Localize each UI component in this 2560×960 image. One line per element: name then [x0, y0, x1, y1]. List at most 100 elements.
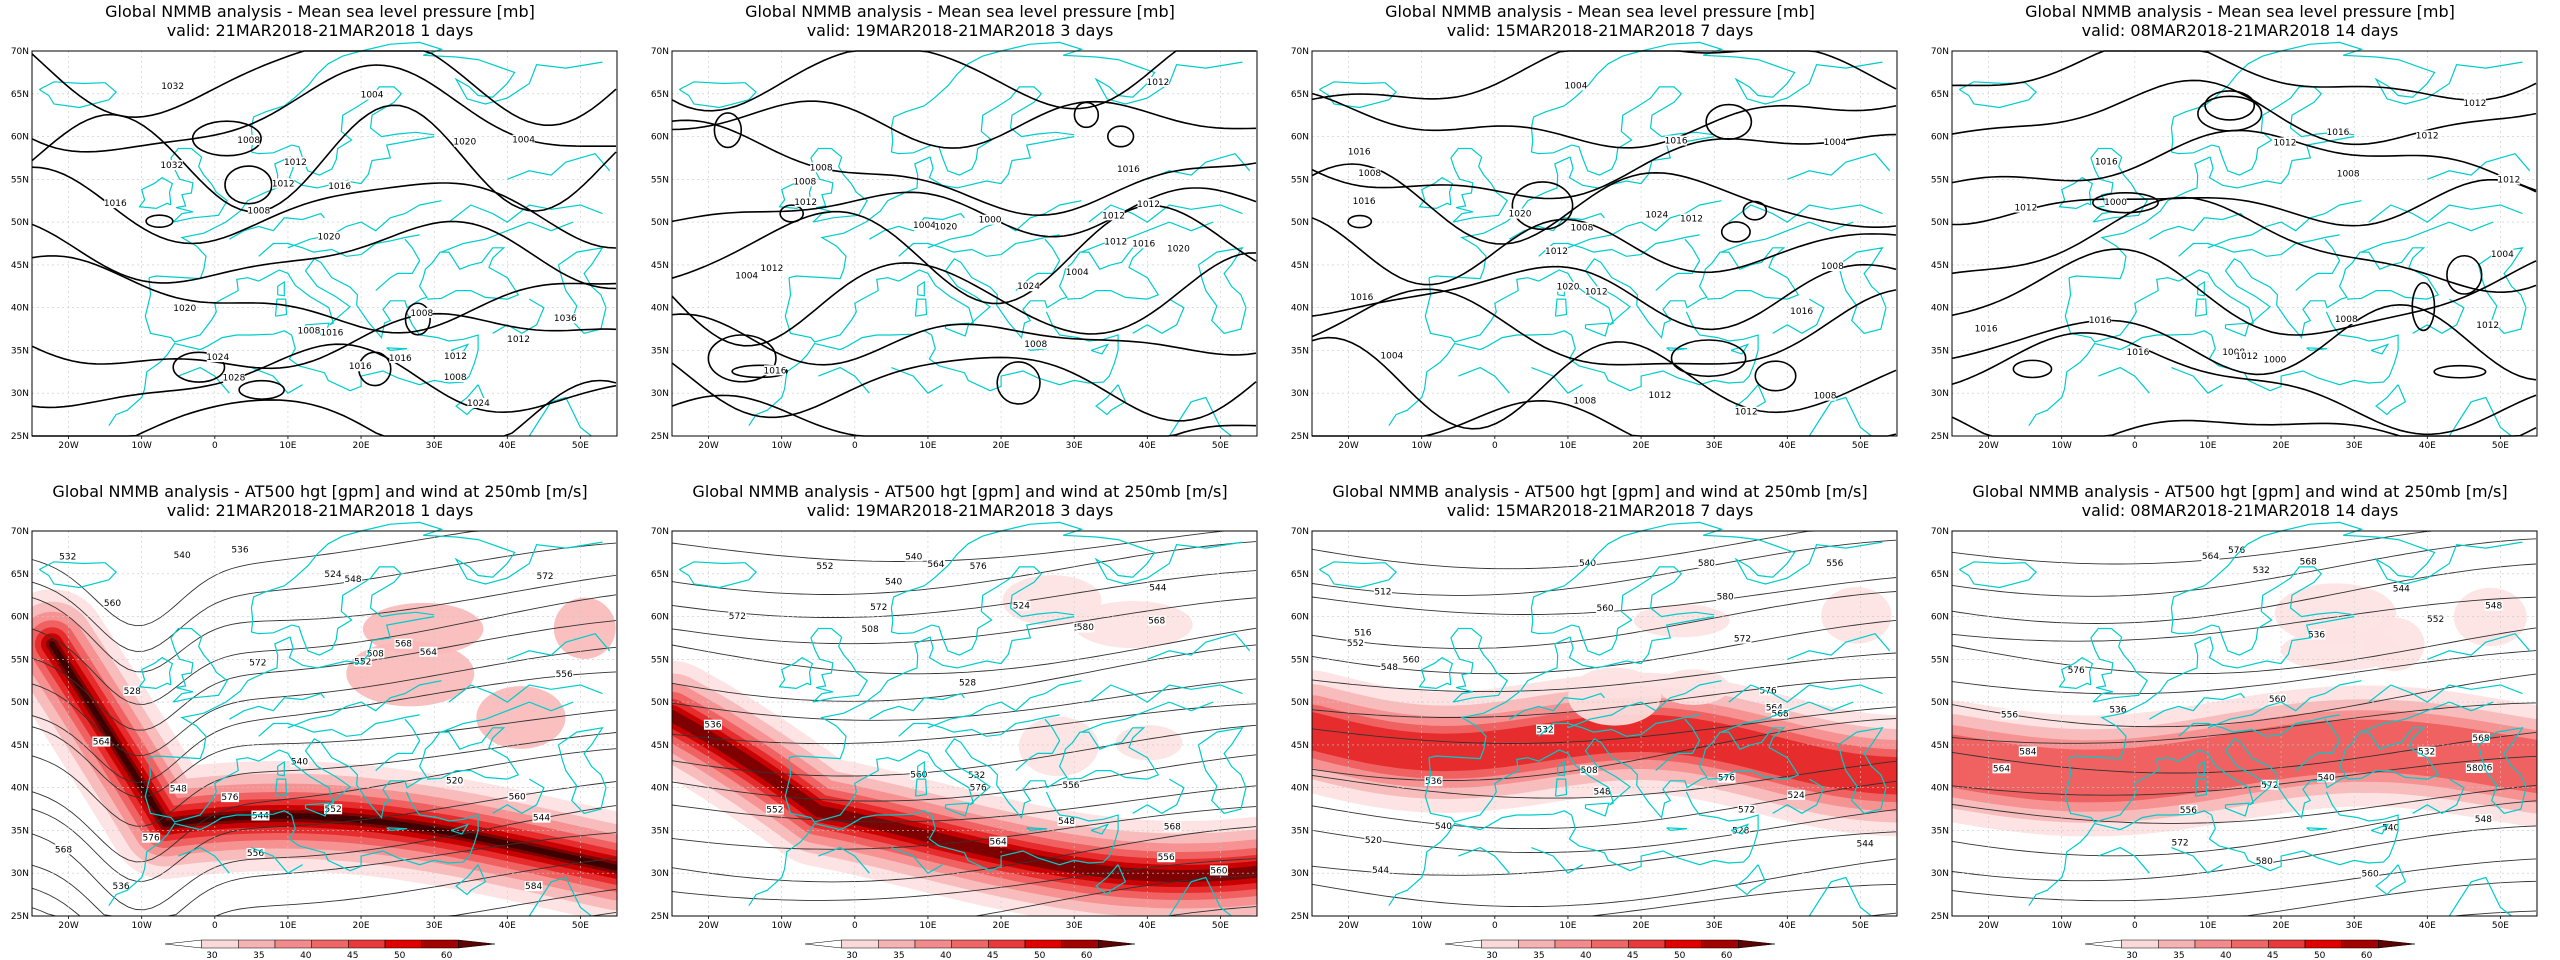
lon-tick-label: 20W: [1338, 441, 1358, 451]
height-label-bg: [1737, 804, 1756, 815]
isobar-label: 1024: [1017, 282, 1040, 292]
isobar-label: 1020: [934, 223, 957, 233]
isobar-line: [671, 313, 1257, 366]
isobar-closed: [2411, 281, 2436, 332]
height-label-bg: [324, 804, 343, 815]
isobar-label-bg: [1066, 266, 1089, 277]
height-contour: [671, 570, 1257, 618]
lat-tick-label: 30N: [651, 389, 669, 399]
lat-tick-label: 60N: [11, 613, 29, 623]
height-label: 552: [2427, 615, 2444, 625]
panel-mslp-7d: Global NMMB analysis - Mean sea level pr…: [1280, 0, 1920, 480]
colorbar-segment: [1554, 939, 1592, 949]
lat-tick-label: 30N: [1931, 389, 1949, 399]
coastline-segment: [1418, 656, 1454, 690]
coastline-segment: [1418, 176, 1454, 210]
height-label-bg: [1825, 558, 1844, 569]
isobar-closed: [1347, 214, 1373, 229]
isobar-label: 1008: [2222, 348, 2245, 358]
height-label-bg: [2260, 779, 2279, 790]
colorbar-tick-label: 35: [893, 951, 904, 960]
isobar-line: [1951, 332, 2537, 436]
lon-tick-label: 20W: [1338, 921, 1358, 931]
map-canvas: 1016 1020 1024 1020 1016 1012 1008 1004 1008 1004…: [1291, 41, 1898, 451]
coastlines: [678, 41, 1251, 437]
coastline-segment: [1958, 81, 2037, 109]
height-label-bg: [142, 832, 161, 843]
lat-tick-label: 35N: [11, 826, 29, 836]
coastline-segment: [788, 136, 1075, 280]
coastline-segment: [1090, 343, 1110, 355]
lat-tick-label: 50N: [11, 698, 29, 708]
coastline-segment: [1318, 561, 1397, 589]
isobar-label: 1004: [1565, 81, 1588, 91]
isobar-label-bg: [1167, 243, 1190, 254]
coastline-segment: [2412, 778, 2465, 814]
height-contour: [671, 724, 1257, 777]
coastline-segment: [2370, 343, 2390, 355]
panel-z500-14d: Global NMMB analysis - AT500 hgt [gpm] a…: [1920, 480, 2560, 960]
coastline-segment: [1081, 701, 1214, 733]
height-label-bg: [246, 847, 265, 858]
isobar-label: 1012: [1147, 78, 1170, 88]
isobar-labels: 1016 1020 1024 1004 1004 1000 1008 1012 1016 1008…: [735, 76, 1190, 376]
lon-tick-label: 20W: [58, 441, 78, 451]
height-label: 532: [2253, 566, 2270, 576]
coastline-segment: [1450, 627, 1508, 703]
height-label-bg: [1209, 865, 1228, 876]
coastline-segment: [2368, 204, 2523, 223]
coastline-segment: [507, 633, 611, 660]
coastline-segment: [2207, 680, 2362, 729]
colorbar-tick-label: 45: [1627, 951, 1638, 960]
coastline-segment: [1728, 684, 1883, 703]
height-label-bg: [2474, 762, 2493, 773]
panel-mslp-14d: Global NMMB analysis - Mean sea level pr…: [1920, 0, 2560, 480]
isobar-label-bg: [764, 365, 787, 376]
coastline-segment: [229, 212, 325, 240]
isobar-label: 1028: [222, 374, 245, 384]
height-contour: [1951, 538, 2537, 597]
height-label: 568: [1164, 823, 1181, 833]
lon-tick-label: 30E: [1066, 441, 1083, 451]
isobar-label: 1016: [1353, 197, 1376, 207]
isobar-label: 1004: [1066, 268, 1089, 278]
coastline-segment: [38, 81, 117, 109]
lat-tick-label: 30N: [11, 869, 29, 879]
coastline-segment: [678, 561, 757, 589]
isobar-labels: 1008100810161020102410281032103610321024…: [104, 81, 577, 409]
isobar-label-bg: [979, 214, 1002, 225]
panel-mslp-1d: Global NMMB analysis - Mean sea level pr…: [0, 0, 640, 480]
height-label-bg: [2252, 565, 2271, 576]
lat-tick-label: 65N: [11, 570, 29, 580]
panel-valid-period: valid: 21MAR2018-21MAR2018 1 days: [166, 501, 474, 520]
isobar-label: 1004: [1824, 138, 1847, 148]
isobar-line: [1951, 248, 2537, 336]
height-label-bg: [2472, 732, 2491, 743]
lat-tick-label: 65N: [651, 570, 669, 580]
height-label-bg: [1148, 582, 1167, 593]
lon-tick-label: 50E: [572, 441, 589, 451]
height-label-bg: [2255, 856, 2274, 867]
colorbar-segment: [1444, 939, 1482, 949]
height-label: 528: [1732, 826, 1749, 836]
height-label: 572: [1734, 635, 1751, 645]
coastline-segment: [1458, 846, 1510, 874]
height-label: 560: [1596, 604, 1613, 614]
isobar-label-bg: [934, 221, 957, 232]
height-label-bg: [728, 610, 747, 621]
isobar-label-bg: [284, 157, 307, 168]
colorbar-segment: [2231, 939, 2269, 949]
coastline-segment: [277, 760, 285, 777]
height-label: 536: [2308, 631, 2325, 641]
height-label-bg: [508, 791, 527, 802]
height-label-bg: [1402, 654, 1421, 665]
colorbar-segment: [2194, 939, 2232, 949]
lon-tick-label: 40E: [1779, 441, 1796, 451]
isobar-label: 1020: [317, 233, 340, 243]
plot-background: [1312, 51, 1897, 436]
isobar-label-bg: [1570, 222, 1593, 233]
isobar-line: [671, 50, 1256, 112]
height-contour: [1311, 676, 1897, 718]
isobar-label: 1020: [1167, 244, 1190, 254]
isobar-label: 1012: [1585, 287, 1608, 297]
